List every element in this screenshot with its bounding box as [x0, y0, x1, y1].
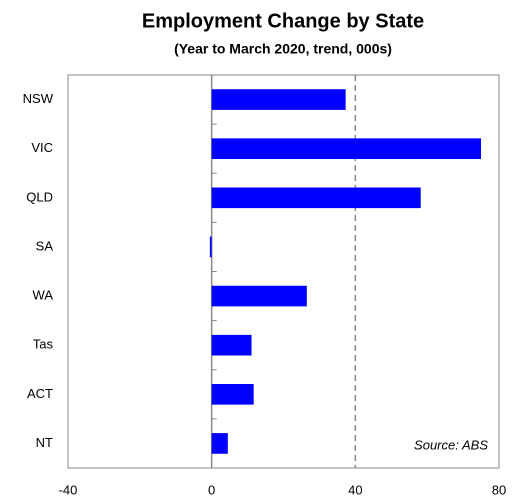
x-tick-label: 80 [492, 482, 506, 497]
bar [209, 236, 212, 258]
y-tick-label: SA [36, 238, 54, 253]
bar [211, 187, 421, 209]
y-tick-label: ACT [27, 386, 53, 401]
x-tick-label: 0 [208, 482, 215, 497]
bar [211, 433, 228, 454]
y-tick-label: WA [33, 288, 54, 303]
bar [211, 89, 346, 110]
chart-title: Employment Change by State [142, 10, 424, 32]
y-tick-label: NT [36, 435, 53, 450]
x-tick-label: -40 [59, 482, 78, 497]
bar [211, 334, 252, 356]
plot-frame [67, 74, 500, 469]
y-tick-label: NSW [23, 91, 54, 106]
bar [211, 138, 482, 160]
y-tick-label: QLD [26, 189, 53, 204]
bar [211, 285, 307, 307]
x-tick-label: 40 [348, 482, 362, 497]
y-tick-label: Tas [33, 337, 54, 352]
source-note: Source: ABS [414, 437, 488, 452]
chart-subtitle: (Year to March 2020, trend, 000s) [174, 41, 392, 57]
y-tick-label: VIC [31, 140, 53, 155]
bar [211, 383, 254, 405]
